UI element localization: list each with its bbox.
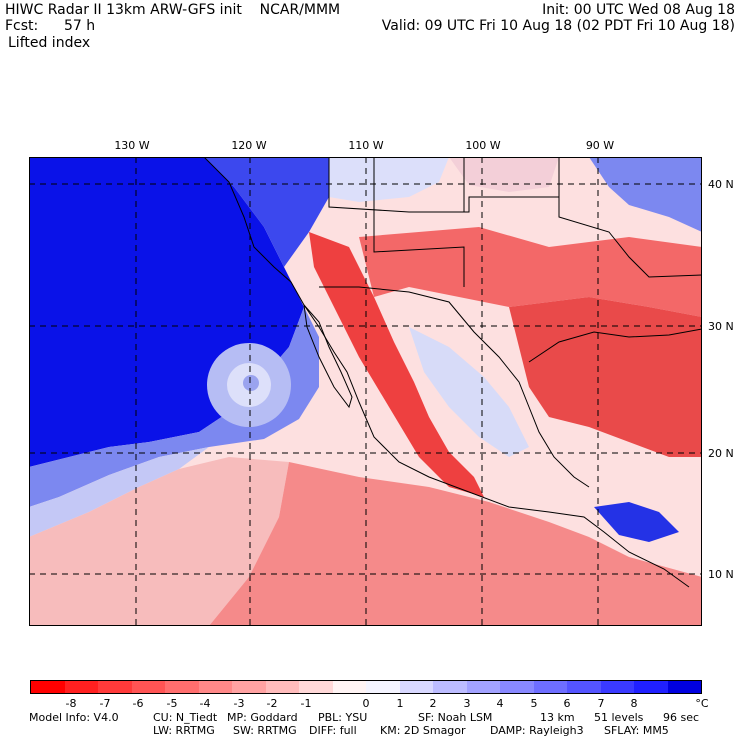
init-time: Init: 00 UTC Wed 08 Aug 18 (542, 2, 735, 18)
lon-label: 90 W (585, 139, 615, 152)
longwave-scheme: LW: RRTMG (153, 724, 215, 737)
colorbar-tick: -6 (132, 697, 144, 710)
lat-label: 10 N (708, 568, 734, 581)
forecast-hour: 57 h (64, 18, 96, 34)
lat-label: 20 N (708, 447, 734, 460)
colorbar-swatch (567, 681, 601, 693)
colorbar-tick: 0 (362, 697, 370, 710)
grid-spacing: 13 km (540, 711, 575, 724)
pbl-scheme: PBL: YSU (318, 711, 368, 724)
microphysics-scheme: MP: Goddard (227, 711, 298, 724)
colorbar-swatch (299, 681, 333, 693)
lon-label: 100 W (465, 139, 501, 152)
lon-label: 120 W (231, 139, 267, 152)
forecast-label: Fcst: (5, 18, 39, 34)
diffusion: DIFF: full (309, 724, 357, 737)
colorbar-tick: -1 (300, 697, 312, 710)
valid-time: Valid: 09 UTC Fri 10 Aug 18 (02 PDT Fri … (381, 18, 735, 34)
lon-label: 110 W (348, 139, 384, 152)
colorbar-tick: 1 (396, 697, 404, 710)
shortwave-scheme: SW: RRTMG (233, 724, 297, 737)
title-line: HIWC Radar II 13km ARW-GFS init NCAR/MMM (5, 2, 341, 18)
surface-layer: SFLAY: MM5 (604, 724, 669, 737)
colorbar-swatch (433, 681, 467, 693)
colorbar-swatch (131, 681, 165, 693)
colorbar-tick: 7 (597, 697, 605, 710)
colorbar-swatch (399, 681, 433, 693)
colorbar-swatch (31, 681, 65, 693)
colorbar-tick: 8 (630, 697, 638, 710)
lat-label: 40 N (708, 178, 734, 191)
colorbar-tick: -5 (166, 697, 178, 710)
lon-label: 130 W (114, 139, 150, 152)
colorbar-unit: °C (695, 697, 709, 710)
colorbar (30, 680, 702, 694)
colorbar-swatch (332, 681, 366, 693)
model-info: Model Info: V4.0 (29, 711, 119, 724)
damping: DAMP: Rayleigh3 (490, 724, 584, 737)
lifted-index-map (29, 157, 702, 626)
colorbar-swatch (600, 681, 634, 693)
colorbar-swatch (98, 681, 132, 693)
colorbar-swatch (533, 681, 567, 693)
colorbar-tick: -7 (99, 697, 111, 710)
surface-scheme: SF: Noah LSM (418, 711, 493, 724)
colorbar-swatch (165, 681, 199, 693)
lat-label: 30 N (708, 320, 734, 333)
colorbar-tick: 4 (496, 697, 504, 710)
cumulus-scheme: CU: N_Tiedt (153, 711, 218, 724)
colorbar-tick: 6 (563, 697, 571, 710)
colorbar-tick: -8 (65, 697, 77, 710)
timestep: 96 sec (663, 711, 700, 724)
colorbar-swatch (634, 681, 668, 693)
colorbar-tick: 3 (463, 697, 471, 710)
colorbar-swatch (466, 681, 500, 693)
colorbar-swatch (265, 681, 299, 693)
colorbar-swatch (500, 681, 534, 693)
colorbar-swatch (198, 681, 232, 693)
colorbar-tick: -2 (266, 697, 278, 710)
colorbar-swatch (667, 681, 701, 693)
colorbar-tick: -4 (199, 697, 211, 710)
colorbar-swatch (232, 681, 266, 693)
colorbar-tick: -3 (233, 697, 245, 710)
vertical-levels: 51 levels (594, 711, 644, 724)
eddy-coefficient: KM: 2D Smagor (380, 724, 466, 737)
colorbar-tick: 5 (530, 697, 538, 710)
field-name: Lifted index (8, 35, 91, 51)
colorbar-swatch (64, 681, 98, 693)
colorbar-swatch (366, 681, 400, 693)
colorbar-tick: 2 (429, 697, 437, 710)
